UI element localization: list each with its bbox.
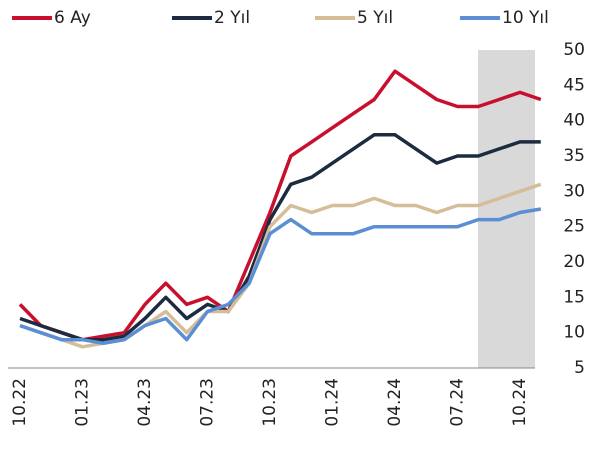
y-tick-label: 15 (563, 287, 585, 307)
x-tick-label: 10.22 (10, 378, 30, 427)
y-tick-label: 45 (563, 75, 585, 95)
y-tick-label: 35 (563, 146, 585, 166)
series-line (19, 133, 541, 342)
y-tick-label: 5 (574, 358, 585, 378)
y-tick-label: 10 (563, 323, 585, 343)
y-tick-label: 20 (563, 252, 585, 272)
legend-label: 2 Yıl (214, 8, 250, 28)
series-line (18, 69, 542, 342)
x-tick-label: 04.23 (135, 378, 155, 427)
y-tick-label: 50 (563, 40, 585, 60)
x-tick-label: 04.24 (385, 378, 405, 427)
legend-label: 5 Yıl (357, 8, 393, 28)
legend-label: 6 Ay (54, 8, 91, 28)
y-tick-label: 40 (563, 111, 585, 131)
x-tick-label: 07.24 (448, 378, 468, 427)
legend-label: 10 Yıl (502, 8, 549, 28)
x-tick-label: 01.24 (323, 378, 343, 427)
x-tick-label: 07.23 (198, 378, 218, 427)
y-tick-label: 25 (563, 217, 585, 237)
series-line (19, 207, 542, 346)
x-tick-label: 10.23 (260, 378, 280, 427)
y-tick-label: 30 (563, 181, 585, 201)
x-tick-label: 01.23 (73, 378, 93, 427)
series-line (19, 182, 542, 349)
x-tick-label: 10.24 (510, 378, 530, 427)
